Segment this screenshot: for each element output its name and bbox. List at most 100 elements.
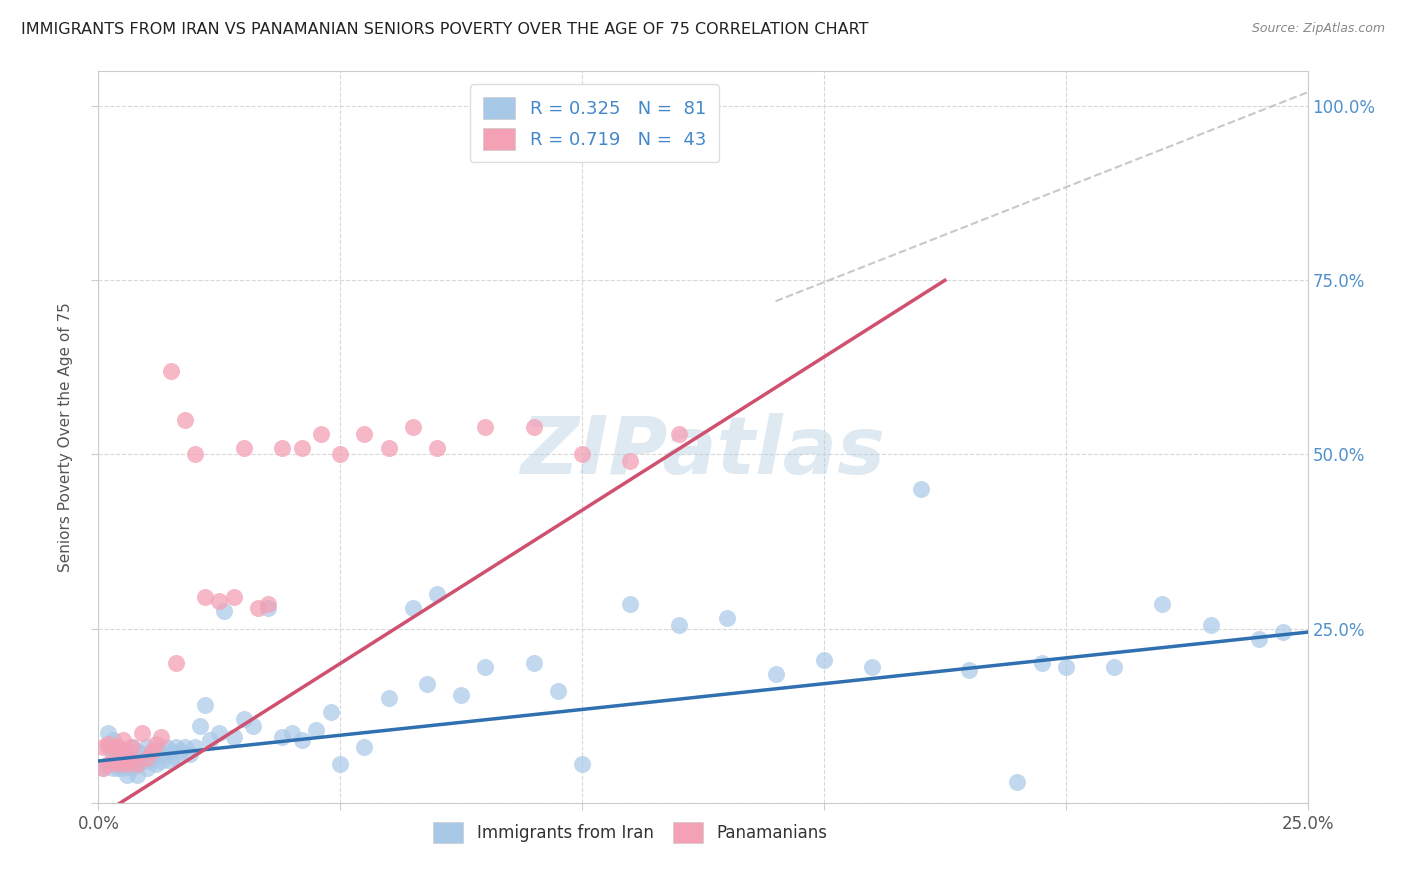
Point bbox=[305, 723, 328, 737]
Point bbox=[194, 591, 217, 605]
Point bbox=[135, 761, 157, 775]
Point bbox=[111, 743, 134, 757]
Point bbox=[150, 754, 173, 768]
Point bbox=[121, 761, 143, 775]
Point bbox=[117, 757, 139, 772]
Point bbox=[208, 726, 231, 740]
Point bbox=[107, 740, 129, 755]
Point bbox=[127, 757, 149, 772]
Point bbox=[668, 618, 690, 632]
Point bbox=[117, 743, 139, 757]
Point bbox=[117, 743, 139, 757]
Point bbox=[222, 591, 245, 605]
Point bbox=[222, 730, 245, 744]
Point bbox=[111, 733, 134, 747]
Point bbox=[377, 691, 399, 706]
Point bbox=[619, 454, 641, 468]
Point bbox=[247, 600, 270, 615]
Point bbox=[121, 740, 143, 755]
Point bbox=[402, 419, 425, 434]
Point bbox=[141, 743, 163, 757]
Point bbox=[860, 660, 883, 674]
Point bbox=[353, 740, 375, 755]
Point bbox=[131, 754, 153, 768]
Point bbox=[107, 754, 129, 768]
Point bbox=[765, 667, 787, 681]
Point bbox=[329, 448, 352, 462]
Point bbox=[256, 600, 278, 615]
Point bbox=[571, 757, 593, 772]
Point bbox=[212, 604, 235, 618]
Point bbox=[91, 761, 114, 775]
Point bbox=[184, 740, 207, 755]
Point bbox=[523, 657, 546, 671]
Point bbox=[450, 688, 472, 702]
Point bbox=[619, 597, 641, 611]
Point bbox=[174, 740, 197, 755]
Point bbox=[813, 653, 835, 667]
Point bbox=[353, 426, 375, 441]
Point bbox=[101, 747, 124, 761]
Point bbox=[117, 757, 139, 772]
Point bbox=[127, 757, 149, 772]
Point bbox=[571, 448, 593, 462]
Point bbox=[160, 364, 183, 378]
Point bbox=[1272, 625, 1295, 640]
Point bbox=[716, 611, 738, 625]
Point bbox=[1054, 660, 1077, 674]
Point bbox=[271, 441, 294, 455]
Point bbox=[91, 761, 114, 775]
Legend: Immigrants from Iran, Panamanians: Immigrants from Iran, Panamanians bbox=[426, 815, 834, 849]
Point bbox=[97, 737, 120, 751]
Point bbox=[145, 757, 167, 772]
Point bbox=[290, 441, 312, 455]
Point bbox=[523, 419, 546, 434]
Point bbox=[1007, 775, 1029, 789]
Point bbox=[150, 730, 173, 744]
Point bbox=[402, 600, 425, 615]
Point bbox=[426, 587, 449, 601]
Point bbox=[1199, 618, 1222, 632]
Point bbox=[101, 761, 124, 775]
Point bbox=[474, 419, 496, 434]
Point bbox=[377, 441, 399, 455]
Point bbox=[179, 747, 201, 761]
Point bbox=[145, 737, 167, 751]
Point bbox=[107, 740, 129, 755]
Point bbox=[111, 761, 134, 775]
Point bbox=[1031, 657, 1053, 671]
Point bbox=[309, 426, 332, 441]
Point bbox=[256, 597, 278, 611]
Point bbox=[155, 740, 177, 755]
Point bbox=[232, 712, 254, 726]
Point bbox=[111, 754, 134, 768]
Point bbox=[127, 768, 149, 782]
Point bbox=[319, 705, 342, 719]
Point bbox=[121, 754, 143, 768]
Point bbox=[107, 761, 129, 775]
Point bbox=[426, 441, 449, 455]
Point bbox=[141, 750, 163, 764]
Point bbox=[194, 698, 217, 713]
Point bbox=[101, 740, 124, 755]
Y-axis label: Seniors Poverty Over the Age of 75: Seniors Poverty Over the Age of 75 bbox=[58, 302, 73, 572]
Point bbox=[165, 750, 187, 764]
Point bbox=[416, 677, 439, 691]
Point bbox=[169, 743, 191, 757]
Point bbox=[165, 740, 187, 755]
Point bbox=[101, 754, 124, 768]
Text: Source: ZipAtlas.com: Source: ZipAtlas.com bbox=[1251, 22, 1385, 36]
Point bbox=[188, 719, 211, 733]
Point bbox=[329, 757, 352, 772]
Point bbox=[160, 754, 183, 768]
Point bbox=[957, 664, 980, 678]
Point bbox=[1152, 597, 1174, 611]
Point bbox=[117, 768, 139, 782]
Point bbox=[97, 726, 120, 740]
Point bbox=[127, 743, 149, 757]
Point bbox=[145, 743, 167, 757]
Point bbox=[97, 757, 120, 772]
Point bbox=[208, 594, 231, 608]
Point bbox=[135, 754, 157, 768]
Point bbox=[160, 743, 183, 757]
